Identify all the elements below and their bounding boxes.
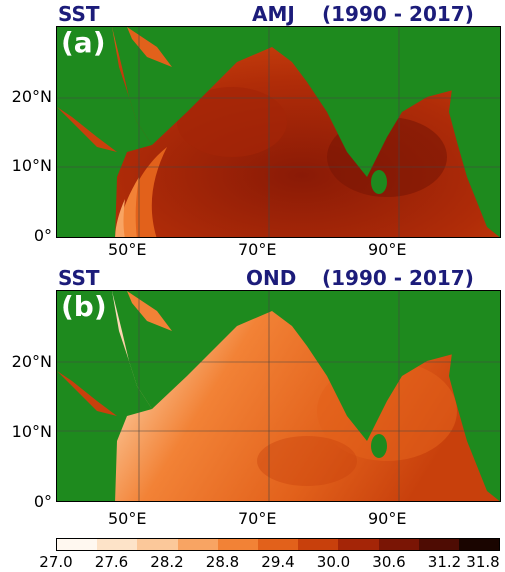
colorbar-tick-label: 29.4 (261, 553, 295, 571)
panel-b-lon-70e: 70°E (238, 509, 277, 528)
colorbar-segment (217, 539, 258, 550)
panel-b-period-label: (1990 - 2017) (322, 266, 474, 290)
colorbar-tick-label: 30.6 (372, 553, 406, 571)
colorbar-segment (177, 539, 218, 550)
panel-b-season-label: OND (246, 266, 297, 290)
panel-a-lat-20n: 20°N (11, 87, 52, 106)
colorbar-tick-label: 28.2 (150, 553, 184, 571)
panel-b-map: (b) (56, 290, 501, 502)
colorbar-segment (97, 539, 138, 550)
panel-b-tag: (b) (61, 290, 107, 323)
panel-b-map-image (57, 291, 500, 501)
colorbar-segment (378, 539, 419, 550)
colorbar-segment (458, 539, 500, 550)
colorbar-segment (57, 539, 98, 550)
colorbar-tick-label: 27.0 (39, 553, 73, 571)
panel-a-variable-label: SST (58, 2, 100, 26)
panel-b-lat-20n: 20°N (11, 352, 52, 371)
panel-b-lon-50e: 50°E (108, 509, 147, 528)
colorbar-segment (137, 539, 178, 550)
colorbar-segment (338, 539, 379, 550)
panel-b-variable-label: SST (58, 266, 100, 290)
panel-a-period-label: (1990 - 2017) (322, 2, 474, 26)
panel-a-lat-0: 0° (33, 226, 52, 245)
panel-a-tag: (a) (61, 26, 106, 59)
panel-a-map: (a) (56, 26, 501, 238)
panel-a-lon-50e: 50°E (108, 240, 147, 259)
colorbar-tick-label: 27.6 (94, 553, 129, 571)
panel-b-lon-90e: 90°E (368, 509, 407, 528)
colorbar-segment (418, 539, 459, 550)
colorbar-tick-label: 31.2 (427, 553, 462, 571)
colorbar-tick-label: 30.0 (316, 553, 351, 571)
colorbar-segment (257, 539, 299, 550)
colorbar-tick-label: 28.8 (205, 553, 240, 571)
panel-a-lon-90e: 90°E (368, 240, 407, 259)
panel-b-lat-10n: 10°N (11, 422, 52, 441)
panel-a-lat-10n: 10°N (11, 156, 52, 175)
panel-a-lon-70e: 70°E (238, 240, 277, 259)
panel-b-lat-0: 0° (33, 492, 52, 511)
colorbar-segment (298, 539, 339, 550)
panel-a-map-image (57, 27, 500, 237)
colorbar (56, 538, 500, 551)
panel-a-season-label: AMJ (252, 2, 295, 26)
colorbar-tick-label: 31.8 (466, 553, 500, 571)
